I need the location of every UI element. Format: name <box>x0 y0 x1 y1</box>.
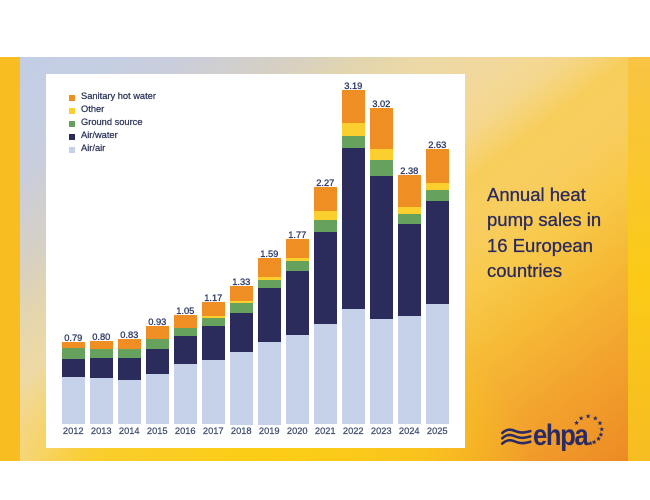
svg-text:ehpa: ehpa <box>533 418 589 451</box>
